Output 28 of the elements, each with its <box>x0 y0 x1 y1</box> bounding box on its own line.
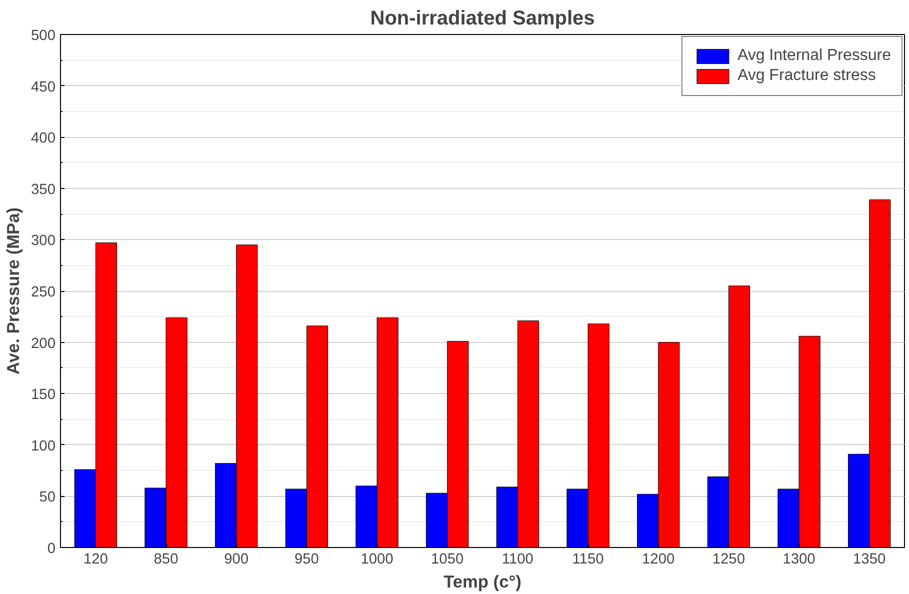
x-tick-label: 950 <box>294 552 319 568</box>
x-tick-label: 1250 <box>712 552 745 568</box>
y-tick-label: 300 <box>31 233 56 250</box>
x-tick-label: 1300 <box>782 552 816 568</box>
y-tick-label: 0 <box>47 541 56 557</box>
x-axis-title: Temp (c°) <box>444 572 522 592</box>
x-tick-label: 1100 <box>502 552 534 568</box>
x-tick-label: 1200 <box>642 552 675 568</box>
chart-title: Non-irradiated Samples <box>370 8 595 30</box>
y-axis-title: Ave. Pressure (MPa) <box>3 208 24 374</box>
x-tick-label: 1150 <box>572 552 604 568</box>
y-tick-label: 350 <box>31 182 56 198</box>
x-tick-label: 1050 <box>431 552 464 568</box>
y-tick-label: 250 <box>31 284 56 300</box>
y-tick-label: 200 <box>31 336 56 352</box>
legend-label: Avg Fracture stress <box>737 67 876 85</box>
y-tick-label: 400 <box>31 130 56 147</box>
legend-label: Avg Internal Pressure <box>737 47 891 65</box>
y-tick-label: 150 <box>31 387 56 404</box>
y-tick-label: 100 <box>31 438 56 454</box>
x-tick-label: 1350 <box>853 552 886 568</box>
y-tick-label: 500 <box>31 28 56 44</box>
x-tick-label: 1000 <box>360 552 394 568</box>
y-tick-label: 450 <box>31 79 56 96</box>
x-tick-label: 900 <box>224 552 249 568</box>
y-tick-label: 50 <box>39 490 56 506</box>
x-tick-label: 850 <box>154 552 178 568</box>
x-tick-label: 120 <box>83 552 108 568</box>
